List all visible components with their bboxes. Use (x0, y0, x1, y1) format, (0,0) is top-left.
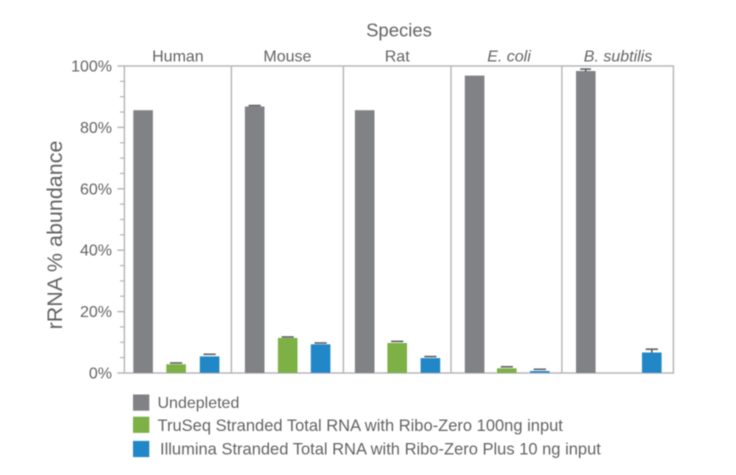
svg-text:20%: 20% (80, 304, 112, 321)
svg-text:TruSeq Stranded Total RNA with: TruSeq Stranded Total RNA with Ribo-Zero… (158, 417, 564, 435)
svg-text:Mouse: Mouse (263, 49, 311, 66)
svg-text:100%: 100% (71, 59, 112, 76)
svg-text:Rat: Rat (385, 49, 410, 66)
svg-text:Human: Human (152, 49, 204, 66)
svg-text:rRNA % abundance: rRNA % abundance (43, 141, 67, 330)
svg-text:B. subtilis: B. subtilis (584, 49, 652, 66)
svg-text:0%: 0% (89, 366, 112, 383)
svg-text:Illumina Stranded Total RNA wi: Illumina Stranded Total RNA with Ribo-Ze… (160, 441, 601, 459)
svg-text:Undepleted: Undepleted (158, 395, 240, 412)
svg-text:E. coli: E. coli (487, 49, 531, 66)
svg-text:60%: 60% (80, 181, 112, 198)
svg-text:40%: 40% (80, 243, 112, 260)
svg-text:Species: Species (366, 20, 432, 41)
svg-text:80%: 80% (80, 120, 112, 137)
